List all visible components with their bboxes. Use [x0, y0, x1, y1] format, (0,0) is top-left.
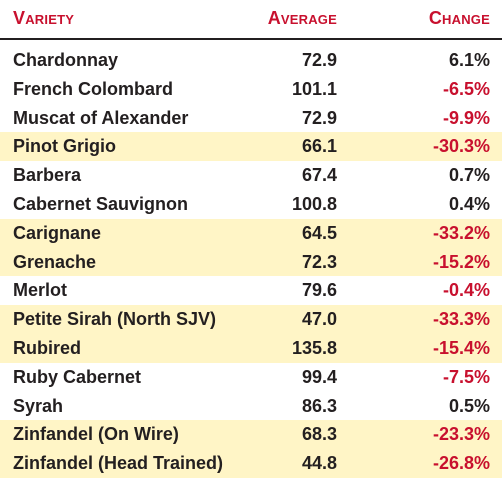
average-cell: 72.9 — [301, 107, 337, 128]
table-row: Petite Sirah (North SJV) 47.0 -33.3% — [0, 305, 502, 334]
change-cell: -9.9% — [442, 107, 490, 128]
variety-cell: Barbera — [13, 165, 82, 186]
header-average: Average — [267, 8, 337, 28]
table-row: Chardonnay 72.9 6.1% — [0, 46, 502, 75]
variety-cell: Rubired — [13, 337, 82, 358]
change-cell: -33.3% — [432, 309, 490, 330]
table-row: Muscat of Alexander 72.9 -9.9% — [0, 104, 502, 133]
change-cell: -15.2% — [432, 251, 490, 272]
variety-cell: Syrah — [13, 395, 64, 416]
average-cell: 64.5 — [301, 222, 337, 243]
average-cell: 72.3 — [301, 251, 337, 272]
change-cell: -26.8% — [432, 453, 490, 474]
change-cell: -7.5% — [442, 366, 490, 387]
table-row: Rubired 135.8 -15.4% — [0, 333, 502, 363]
variety-cell: Ruby Cabernet — [13, 366, 142, 387]
average-cell: 44.8 — [301, 453, 337, 474]
average-cell: 72.9 — [301, 50, 337, 70]
table-row: French Colombard 101.1 -6.5% — [0, 75, 502, 104]
average-cell: 79.6 — [301, 280, 337, 301]
average-cell: 99.4 — [301, 366, 337, 387]
change-cell: 6.1% — [448, 50, 490, 70]
average-cell: 68.3 — [301, 424, 337, 445]
variety-cell: Petite Sirah (North SJV) — [13, 309, 217, 330]
variety-cell: Pinot Grigio — [13, 136, 116, 157]
change-cell: -15.4% — [432, 337, 490, 358]
average-cell: 67.4 — [301, 165, 337, 186]
variety-cell: Zinfandel (Head Trained) — [13, 453, 224, 474]
average-cell: 100.8 — [291, 193, 337, 214]
change-cell: -33.2% — [432, 222, 490, 243]
table-row: Syrah 86.3 0.5% — [0, 392, 502, 421]
table-body: Chardonnay 72.9 6.1% French Colombard 101.1 -… — [0, 46, 502, 478]
average-cell: 135.8 — [291, 337, 337, 358]
variety-cell: French Colombard — [13, 78, 174, 99]
variety-cell: Grenache — [13, 251, 97, 272]
change-cell: 0.5% — [448, 395, 490, 416]
table-header: Variety Average Change — [0, 0, 502, 40]
header-change: Change — [428, 8, 490, 28]
change-cell: 0.7% — [448, 165, 490, 186]
table-row: Grenache 72.3 -15.2% — [0, 247, 502, 277]
table-row: Zinfandel (On Wire) 68.3 -23.3% — [0, 420, 502, 450]
table-row: Zinfandel (Head Trained) 44.8 -26.8% — [0, 449, 502, 478]
average-cell: 86.3 — [301, 395, 337, 416]
variety-cell: Carignane — [13, 222, 102, 243]
variety-cell: Merlot — [13, 280, 67, 301]
header-variety: Variety — [13, 8, 75, 28]
variety-cell: Muscat of Alexander — [13, 107, 189, 128]
change-cell: -0.4% — [442, 280, 490, 301]
variety-cell: Cabernet Sauvignon — [13, 193, 189, 214]
table-row: Merlot 79.6 -0.4% — [0, 276, 502, 305]
table-row: Cabernet Sauvignon 100.8 0.4% — [0, 190, 502, 219]
table-row: Barbera 67.4 0.7% — [0, 161, 502, 190]
average-cell: 47.0 — [301, 309, 337, 330]
table-row: Ruby Cabernet 99.4 -7.5% — [0, 363, 502, 392]
average-cell: 66.1 — [301, 136, 337, 157]
table-row: Pinot Grigio 66.1 -30.3% — [0, 132, 502, 162]
average-cell: 101.1 — [291, 78, 337, 99]
change-cell: -23.3% — [432, 424, 490, 445]
variety-cell: Zinfandel (On Wire) — [13, 424, 179, 445]
change-cell: -30.3% — [432, 136, 490, 157]
change-cell: 0.4% — [448, 193, 490, 214]
variety-cell: Chardonnay — [13, 50, 119, 70]
table-row: Carignane 64.5 -33.2% — [0, 218, 502, 248]
change-cell: -6.5% — [442, 78, 490, 99]
